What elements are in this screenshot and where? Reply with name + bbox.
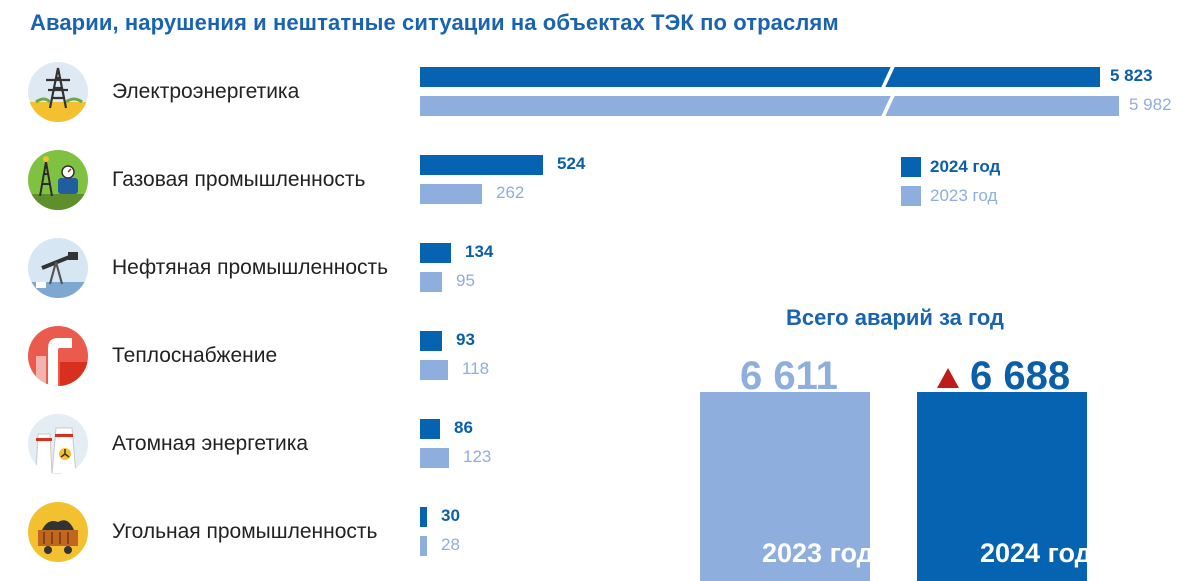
trend-up-icon <box>937 368 959 388</box>
legend-swatch-2024 <box>901 157 921 177</box>
legend-item-2024: 2024 год <box>901 157 1000 177</box>
bar-2023 <box>420 536 427 556</box>
sector-row: Электроэнергетика 5 823 5 982 <box>0 52 1200 132</box>
sector-label: Атомная энергетика <box>112 432 309 455</box>
bar-2023 <box>420 272 442 292</box>
bar-2023 <box>420 360 448 380</box>
sector-row: Теплоснабжение 93 118 <box>0 316 1200 396</box>
total-year-2024: 2024 год <box>980 538 1092 568</box>
value-label-2023: 118 <box>462 359 490 378</box>
total-year-2023: 2023 год <box>762 538 874 568</box>
value-label-2024: 93 <box>456 330 475 349</box>
sector-row: Угольная промышленность 30 28 <box>0 492 1200 572</box>
legend-label-2023: 2023 год <box>930 186 998 205</box>
nuclear-plant-icon <box>28 414 88 474</box>
oil-pumpjack-icon <box>28 238 88 298</box>
value-label-2024: 5 823 <box>1110 66 1153 85</box>
bar-2023 <box>420 184 482 204</box>
sector-row: Нефтяная промышленность 134 95 <box>0 228 1200 308</box>
value-label-2023: 262 <box>496 183 525 202</box>
legend-item-2023: 2023 год <box>901 186 997 206</box>
bar-2024 <box>420 243 451 263</box>
value-label-2023: 123 <box>463 447 492 466</box>
bar-2024 <box>420 507 427 527</box>
coal-cart-icon <box>28 502 88 562</box>
bar-2024 <box>420 67 1100 87</box>
total-bar-2024 <box>917 392 1087 581</box>
value-label-2024: 524 <box>557 154 586 173</box>
value-label-2024: 30 <box>441 506 460 525</box>
bar-2024 <box>420 331 442 351</box>
gas-plant-icon <box>28 150 88 210</box>
sector-label: Угольная промышленность <box>112 520 378 543</box>
value-label-2024: 86 <box>454 418 473 437</box>
heating-pipe-icon <box>28 326 88 386</box>
sector-label: Электроэнергетика <box>112 80 300 103</box>
sector-label: Нефтяная промышленность <box>112 256 389 279</box>
legend-swatch-2023 <box>901 186 921 206</box>
bar-2024 <box>420 419 440 439</box>
power-pylon-icon <box>28 62 88 122</box>
total-value-2023: 6 611 <box>740 354 838 398</box>
value-label-2024: 134 <box>465 242 494 261</box>
sector-row: Атомная энергетика 86 123 <box>0 404 1200 484</box>
legend-label-2024: 2024 год <box>930 157 1001 176</box>
value-label-2023: 28 <box>441 535 460 554</box>
sector-label: Теплоснабжение <box>112 344 278 367</box>
totals-title: Всего аварий за год <box>785 305 1005 330</box>
bar-2024 <box>420 155 543 175</box>
value-label-2023: 95 <box>456 271 475 290</box>
bar-2023 <box>420 448 449 468</box>
sector-row: Газовая промышленность 524 262 <box>0 140 1200 220</box>
total-value-2024: 6 688 <box>970 354 1071 398</box>
total-bar-2023 <box>700 392 870 581</box>
value-label-2023: 5 982 <box>1129 95 1172 114</box>
sector-label: Газовая промышленность <box>112 168 366 191</box>
chart-title: Аварии, нарушения и нештатные ситуации н… <box>30 10 839 35</box>
bar-2023 <box>420 96 1119 116</box>
